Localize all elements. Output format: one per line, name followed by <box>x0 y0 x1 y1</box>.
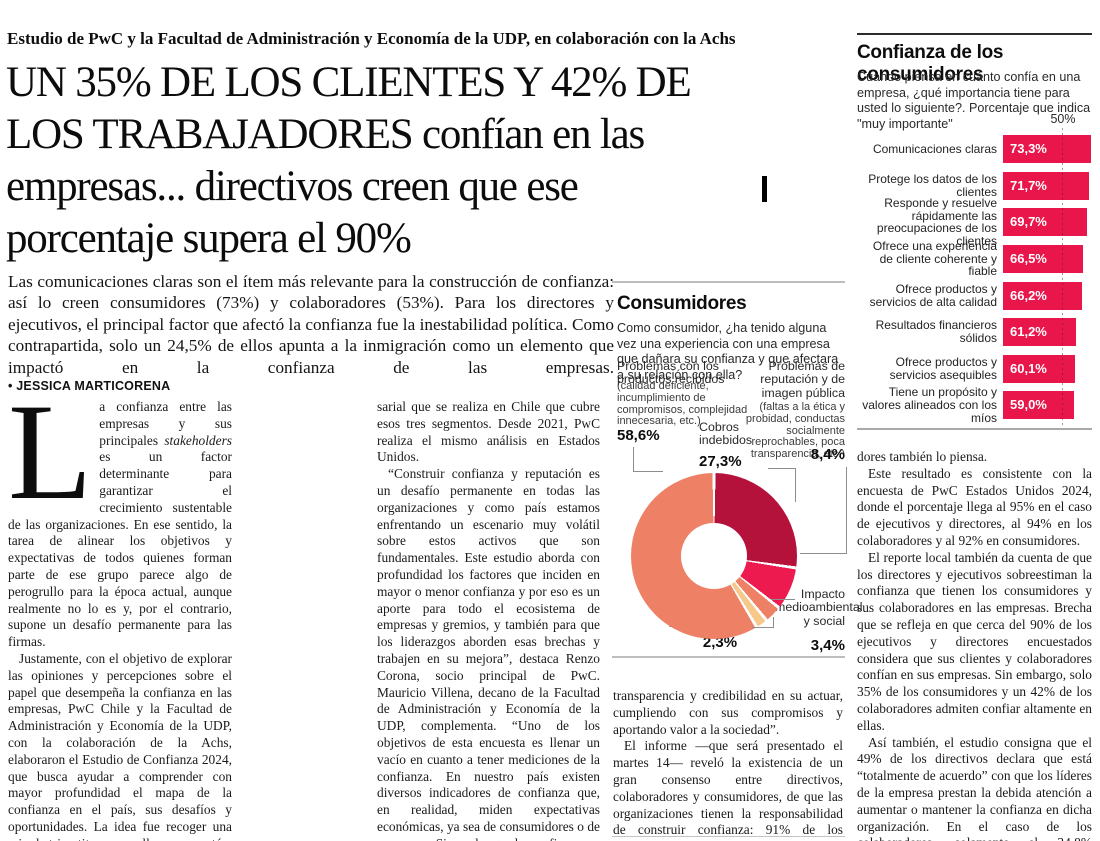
bar: 71,7% <box>1003 171 1089 200</box>
bar-label: Ofrece productos y servicios de alta cal… <box>869 281 997 309</box>
leader-line-no-clasificados <box>752 617 774 628</box>
bar-value: 66,2% <box>1010 287 1047 303</box>
bar-value: 73,3% <box>1010 141 1047 157</box>
chart-box-bottom-rule <box>612 656 845 658</box>
paragraph: sarial que se realiza en Chile que cubre… <box>377 399 600 465</box>
donut-value-productos: 58,6% <box>617 427 660 444</box>
bar: 66,5% <box>1003 245 1083 274</box>
body-column-4: dores también lo piensa. Este resultado … <box>857 449 1092 841</box>
paragraph: Así también, el estudio consigna que el … <box>857 734 1092 841</box>
lede: Las comunicaciones claras son el ítem má… <box>8 272 614 377</box>
bar-label: Resultados financieros sólidos <box>875 318 997 346</box>
sidebar-top-rule <box>857 33 1092 35</box>
bar-value: 66,5% <box>1010 251 1047 267</box>
paragraph: transparencia y credibilidad en su actua… <box>613 688 843 737</box>
bar: 59,0% <box>1003 391 1074 420</box>
headline: UN 35% DE LOS CLIENTES Y 42% DE LOS TRAB… <box>6 57 806 265</box>
bar-row: Protege los datos de los clientes 71,7% <box>857 168 1092 205</box>
donut-value-reputacion: 8,4% <box>810 446 845 463</box>
headline-line-2: LOS TRABAJADORES confían en las <box>6 111 645 158</box>
stray-mark <box>762 176 767 202</box>
bar: 73,3% <box>1003 135 1091 164</box>
bar-chart-title: Confianza de los consumidores <box>857 42 1004 85</box>
bar-row: Tiene un propósito y valores alineados c… <box>857 385 1092 425</box>
body-column-3: transparencia y credibilidad en su actua… <box>613 688 843 835</box>
leader-line-impacto <box>771 599 795 601</box>
italic-term: stakeholders <box>164 432 232 448</box>
paragraph: Este resultado es consistente con la enc… <box>857 465 1092 548</box>
donut-chart-title: Consumidores <box>617 293 747 314</box>
column-3-bottom-rule <box>612 836 845 837</box>
leader-line-reputacion <box>800 467 847 554</box>
headline-line-4: porcentaje supera el 90% <box>6 215 412 262</box>
bar-value: 71,7% <box>1010 177 1047 193</box>
bar-row: Resultados financieros sólidos 61,2% <box>857 314 1092 351</box>
paragraph: El informe —que será presentado el marte… <box>613 738 843 835</box>
donut-value-cobros: 27,3% <box>699 453 742 470</box>
donut-label-cobros: Cobros indebidos <box>699 420 753 448</box>
sidebar-divider-rule <box>857 428 1092 430</box>
gridline-50-dotted <box>1062 128 1063 426</box>
bar-label: Comunicaciones claras <box>872 141 997 156</box>
bar-label: Responde y resuelve rápidamente las preo… <box>876 195 997 249</box>
kicker: Estudio de PwC y la Facultad de Administ… <box>7 29 736 48</box>
bar-row: Ofrece productos y servicios asequibles … <box>857 351 1092 388</box>
headline-line-3: empresas... directivos creen que ese <box>6 163 579 210</box>
byline-name: JESSICA MARTICORENA <box>16 379 171 393</box>
drop-cap: L <box>8 399 93 528</box>
donut-label-productos: Problemas con los productos recibidos <box>617 359 725 387</box>
body-column-2: sarial que se realiza en Chile que cubre… <box>377 399 600 841</box>
bar: 61,2% <box>1003 318 1077 347</box>
bar-label: Ofrece una experiencia de cliente cohere… <box>872 238 997 279</box>
paragraph: dores también lo piensa. <box>857 449 988 464</box>
bar-row: Ofrece productos y servicios de alta cal… <box>857 277 1092 314</box>
bar-row: Ofrece una experiencia de cliente cohere… <box>857 238 1092 279</box>
byline: • JESSICA MARTICORENA <box>8 379 170 393</box>
bar-value: 60,1% <box>1010 360 1047 376</box>
donut-ring <box>631 473 797 639</box>
leader-line-productos <box>633 447 663 472</box>
leader-line-cobros <box>768 468 796 502</box>
bar-row: Responde y resuelve rápidamente las preo… <box>857 196 1092 248</box>
paragraph: El reporte local también da cuenta de qu… <box>857 549 1092 733</box>
bar-label: Tiene un propósito y valores alineados c… <box>862 385 997 425</box>
bar: 69,7% <box>1003 208 1087 237</box>
axis-tick-50: 50% <box>1050 112 1076 126</box>
bar-value: 61,2% <box>1010 324 1047 340</box>
paragraph: “Construir confianza y reputación es un … <box>377 466 600 841</box>
donut-hole <box>681 523 747 589</box>
donut-detail-reputacion: (faltas a la ética y probidad, conductas… <box>745 401 845 461</box>
paragraph: Justamente, con el objetivo de explorar … <box>8 650 232 841</box>
bar-row: Comunicaciones claras 73,3% <box>857 131 1092 168</box>
donut-detail-productos: (calidad deficiente, incumplimiento de c… <box>617 380 748 428</box>
bar-chart-rows: Comunicaciones claras 73,3% Protege los … <box>857 131 1092 424</box>
bar-label: Protege los datos de los clientes <box>868 172 997 199</box>
chart-box-top-rule <box>612 281 845 283</box>
donut-label-impacto: Impacto medioambiental y social <box>775 587 863 628</box>
bar-chart-subtitle: Cuando piensa en cuánto confía en una em… <box>857 70 1091 131</box>
bar-value: 69,7% <box>1010 214 1047 230</box>
bar: 60,1% <box>1003 354 1076 383</box>
bar-value: 59,0% <box>1010 397 1047 413</box>
bar-label: Ofrece productos y servicios asequibles <box>889 355 997 382</box>
bar: 66,2% <box>1003 281 1083 310</box>
donut-label-reputacion: Problemas de reputación y de imagen públ… <box>760 359 845 400</box>
donut-chart-subtitle: Como consumidor, ¿ha tenido alguna vez u… <box>617 321 839 382</box>
headline-line-1: UN 35% DE LOS CLIENTES Y 42% DE <box>6 59 692 106</box>
donut-value-impacto: 3,4% <box>810 637 845 654</box>
byline-bullet-icon: • <box>8 379 13 393</box>
